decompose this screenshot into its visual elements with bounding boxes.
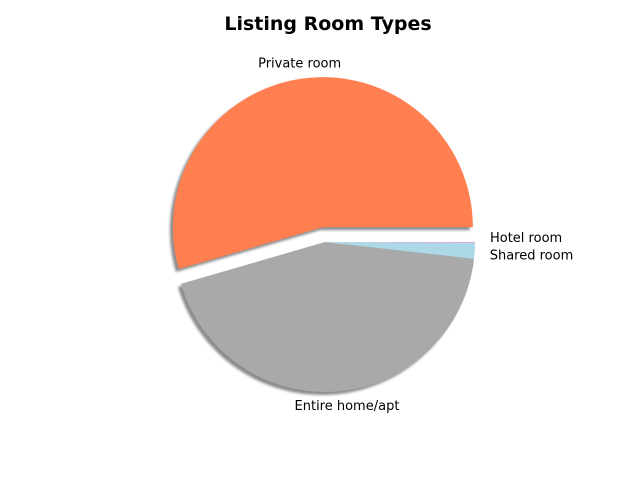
pie-slices	[172, 77, 475, 393]
pie-label-private-room: Private room	[258, 56, 341, 71]
pie-slice-entire-home-apt	[180, 242, 475, 393]
pie-label-shared-room: Shared room	[490, 248, 574, 263]
pie-slice-private-room	[172, 77, 473, 269]
pie-label-hotel-room: Hotel room	[490, 231, 562, 246]
pie-label-entire-home-apt: Entire home/apt	[295, 399, 400, 414]
pie-labels: Private room Entire home/apt Shared room Ho…	[258, 56, 573, 414]
pie-slice-hotel-room	[325, 242, 475, 243]
chart-title: Listing Room Types	[224, 13, 431, 35]
pie-slice-shared-room	[325, 242, 475, 259]
